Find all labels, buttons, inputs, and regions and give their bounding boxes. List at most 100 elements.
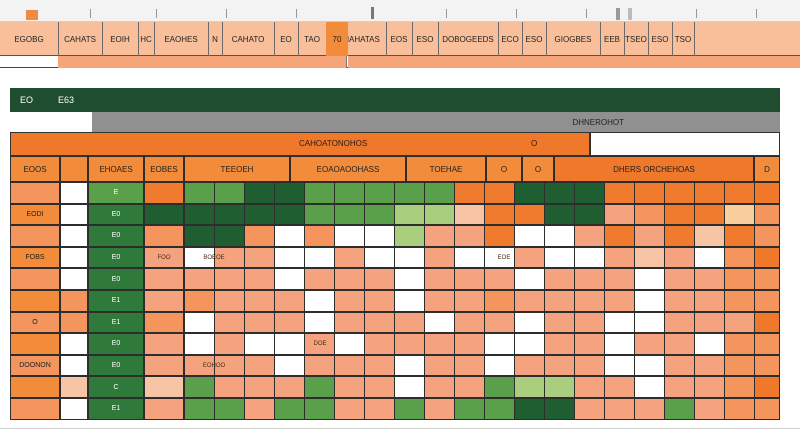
- row-number[interactable]: E0: [88, 333, 144, 355]
- grid-cell[interactable]: [184, 333, 215, 355]
- grid-cell[interactable]: [484, 311, 515, 334]
- grid-cell[interactable]: [244, 246, 275, 269]
- grid-cell[interactable]: [574, 182, 605, 204]
- column-header[interactable]: D: [754, 156, 780, 182]
- grid-cell[interactable]: [334, 311, 365, 334]
- grid-cell[interactable]: [484, 268, 515, 290]
- grid-cell[interactable]: [604, 246, 635, 269]
- row-number[interactable]: E0: [88, 203, 144, 226]
- grid-cell[interactable]: [274, 246, 305, 269]
- grid-cell[interactable]: [724, 225, 755, 247]
- grid-cell[interactable]: [754, 203, 780, 226]
- row-label[interactable]: [10, 398, 60, 420]
- grid-cell[interactable]: [304, 354, 335, 377]
- header-cell[interactable]: EAOHES: [154, 22, 209, 56]
- row-label[interactable]: [10, 225, 60, 247]
- grid-cell[interactable]: [634, 182, 665, 204]
- grid-cell[interactable]: [634, 203, 665, 226]
- grid-cell[interactable]: [364, 290, 395, 312]
- header-highlight-cell[interactable]: 70: [326, 22, 348, 56]
- grid-cell[interactable]: [484, 182, 515, 204]
- grid-cell[interactable]: [274, 311, 305, 334]
- grid-cell[interactable]: [60, 246, 88, 269]
- grid-cell[interactable]: [334, 225, 365, 247]
- grid-cell[interactable]: [664, 398, 695, 420]
- grid-cell[interactable]: [334, 246, 365, 269]
- grid-cell[interactable]: [184, 290, 215, 312]
- grid-cell[interactable]: [184, 268, 215, 290]
- header-cell[interactable]: ESO: [648, 22, 673, 56]
- grid-cell[interactable]: [334, 354, 365, 377]
- grid-cell[interactable]: [144, 398, 184, 420]
- grid-cell[interactable]: [694, 268, 725, 290]
- grid-cell[interactable]: [304, 225, 335, 247]
- row-label[interactable]: [10, 290, 60, 312]
- grid-cell[interactable]: [544, 333, 575, 355]
- grid-cell[interactable]: [244, 333, 275, 355]
- grid-cell[interactable]: [184, 376, 215, 398]
- grid-cell[interactable]: [754, 398, 780, 420]
- row-label[interactable]: DOONON: [10, 354, 60, 377]
- grid-cell[interactable]: [144, 246, 184, 269]
- grid-cell[interactable]: [60, 225, 88, 247]
- header-cell[interactable]: EOS: [386, 22, 413, 56]
- grid-cell[interactable]: [454, 225, 485, 247]
- grid-cell[interactable]: [144, 182, 184, 204]
- grid-cell[interactable]: [364, 333, 395, 355]
- grid-cell[interactable]: [364, 398, 395, 420]
- grid-cell[interactable]: [454, 376, 485, 398]
- grid-cell[interactable]: [484, 333, 515, 355]
- grid-cell[interactable]: [144, 268, 184, 290]
- grid-cell[interactable]: [60, 333, 88, 355]
- grid-cell[interactable]: [484, 398, 515, 420]
- grid-cell[interactable]: [634, 311, 665, 334]
- grid-cell[interactable]: [634, 333, 665, 355]
- grid-cell[interactable]: [424, 398, 455, 420]
- grid-cell[interactable]: [454, 290, 485, 312]
- grid-cell[interactable]: [304, 376, 335, 398]
- grid-cell[interactable]: [664, 354, 695, 377]
- grid-cell[interactable]: [724, 376, 755, 398]
- grid-cell[interactable]: [424, 311, 455, 334]
- grid-cell[interactable]: [274, 398, 305, 420]
- header-cell[interactable]: EGOBG: [0, 22, 59, 56]
- grid-cell[interactable]: [60, 354, 88, 377]
- grid-cell[interactable]: [754, 311, 780, 334]
- grid-cell[interactable]: [694, 311, 725, 334]
- column-header[interactable]: EOBES: [144, 156, 184, 182]
- grid-cell[interactable]: [184, 203, 215, 226]
- grid-cell[interactable]: [574, 398, 605, 420]
- grid-cell[interactable]: [274, 268, 305, 290]
- grid-cell[interactable]: [664, 290, 695, 312]
- grid-cell[interactable]: [694, 376, 725, 398]
- grid-cell[interactable]: [604, 203, 635, 226]
- grid-cell[interactable]: [334, 203, 365, 226]
- grid-cell[interactable]: [454, 268, 485, 290]
- grid-cell[interactable]: [604, 398, 635, 420]
- grid-cell[interactable]: [694, 290, 725, 312]
- grid-cell[interactable]: [184, 182, 215, 204]
- grid-cell[interactable]: [424, 333, 455, 355]
- header-cell[interactable]: ESO: [522, 22, 547, 56]
- grid-cell[interactable]: [664, 311, 695, 334]
- pin-icon[interactable]: [371, 7, 374, 19]
- grid-cell[interactable]: [664, 376, 695, 398]
- grid-cell[interactable]: [60, 182, 88, 204]
- header-cell[interactable]: ESO: [412, 22, 439, 56]
- grid-cell[interactable]: [694, 246, 725, 269]
- grid-cell[interactable]: [484, 290, 515, 312]
- grid-cell[interactable]: [724, 182, 755, 204]
- grid-cell[interactable]: [454, 246, 485, 269]
- grid-cell[interactable]: [60, 203, 88, 226]
- grid-cell[interactable]: [364, 246, 395, 269]
- grid-cell[interactable]: [664, 203, 695, 226]
- grid-cell[interactable]: [514, 225, 545, 247]
- grid-cell[interactable]: [694, 333, 725, 355]
- grid-cell[interactable]: [634, 246, 665, 269]
- grid-cell[interactable]: [274, 203, 305, 226]
- grid-cell[interactable]: [60, 268, 88, 290]
- grid-cell[interactable]: [214, 182, 245, 204]
- grid-cell[interactable]: [304, 398, 335, 420]
- strip-cell[interactable]: [348, 56, 800, 68]
- grid-cell[interactable]: [754, 225, 780, 247]
